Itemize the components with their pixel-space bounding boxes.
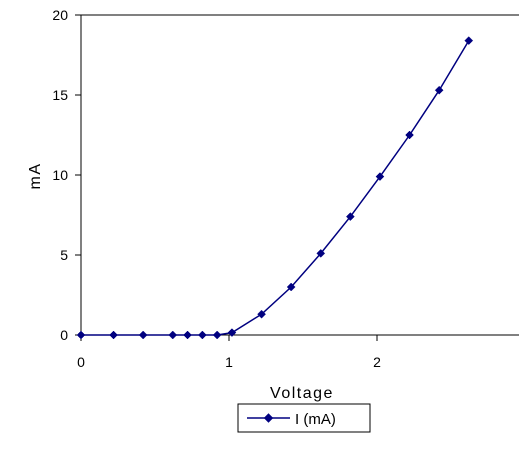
data-point-marker (405, 130, 414, 140)
data-point-marker (434, 85, 444, 95)
plot-area (80, 14, 519, 336)
axes: 051015200123 (52, 7, 381, 370)
data-point-marker (316, 249, 326, 258)
data-point-marker (198, 330, 207, 340)
y-tick-label: 15 (52, 87, 68, 103)
plot-frame (80, 14, 519, 336)
y-tick-label: 20 (52, 7, 68, 23)
data-point-marker (286, 282, 296, 292)
data-point-marker (464, 36, 474, 45)
data-point-marker (109, 330, 118, 340)
series-line (81, 40, 470, 336)
x-tick-label: 0 (77, 354, 85, 370)
data-point-marker (76, 330, 86, 340)
legend: I (mA) (237, 403, 371, 433)
data-point-marker (138, 330, 148, 340)
legend-label: I (mA) (295, 411, 336, 428)
legend-marker (263, 413, 274, 423)
y-axis-title: mA (27, 163, 44, 190)
data-point-marker (375, 172, 385, 181)
data-point-marker (257, 309, 266, 319)
x-axis-title: Voltage (270, 385, 334, 402)
x-tick-label: 2 (373, 354, 381, 370)
x-tick-label: 1 (225, 354, 233, 370)
y-tick-label: 0 (60, 327, 68, 343)
y-tick-label: 5 (60, 247, 68, 263)
data-point-marker (212, 330, 222, 340)
series-layer (76, 36, 474, 340)
data-point-marker (183, 330, 192, 340)
data-point-marker (227, 328, 237, 337)
y-tick-label: 10 (52, 167, 68, 183)
data-point-marker (168, 330, 178, 340)
data-point-marker (346, 212, 355, 221)
